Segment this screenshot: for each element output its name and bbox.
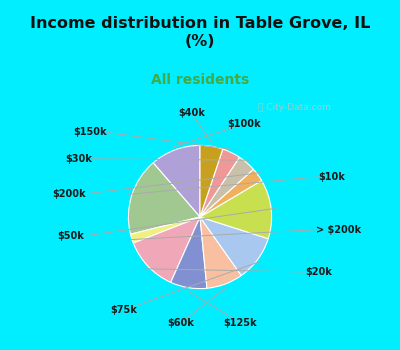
Wedge shape	[200, 181, 272, 239]
Text: $150k: $150k	[73, 127, 107, 138]
Wedge shape	[128, 163, 200, 234]
Wedge shape	[200, 157, 254, 217]
Text: $10k: $10k	[318, 172, 345, 182]
Text: $100k: $100k	[228, 119, 261, 129]
Text: $40k: $40k	[178, 108, 205, 118]
Text: ⓘ City-Data.com: ⓘ City-Data.com	[258, 103, 331, 112]
Text: $75k: $75k	[110, 305, 137, 315]
Text: $50k: $50k	[57, 231, 84, 241]
Wedge shape	[153, 145, 200, 217]
Wedge shape	[171, 217, 207, 289]
Wedge shape	[130, 217, 200, 243]
Text: $60k: $60k	[168, 318, 194, 328]
Wedge shape	[133, 217, 200, 282]
Text: $125k: $125k	[223, 318, 257, 328]
Text: Income distribution in Table Grove, IL
(%): Income distribution in Table Grove, IL (…	[30, 16, 370, 49]
Wedge shape	[200, 217, 268, 275]
Text: > $200k: > $200k	[316, 225, 362, 235]
Wedge shape	[200, 145, 223, 217]
Text: All residents: All residents	[151, 74, 249, 88]
Text: $200k: $200k	[52, 189, 86, 199]
Wedge shape	[200, 169, 262, 217]
Wedge shape	[200, 217, 241, 288]
Text: $20k: $20k	[306, 267, 332, 277]
Text: $30k: $30k	[65, 154, 92, 164]
Wedge shape	[200, 149, 240, 217]
